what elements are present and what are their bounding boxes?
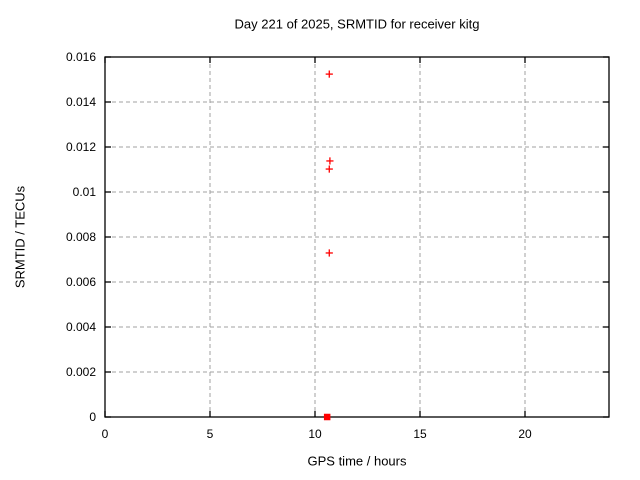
data-point-square bbox=[323, 413, 331, 421]
y-axis-label: SRMTID / TECUs bbox=[12, 185, 28, 289]
x-tick-label: 10 bbox=[308, 427, 322, 441]
y-tick-label: 0.014 bbox=[66, 95, 96, 109]
y-tick-label: 0.002 bbox=[66, 365, 96, 379]
y-tick-label: 0.006 bbox=[66, 275, 96, 289]
y-tick-label: 0.01 bbox=[73, 185, 97, 199]
y-tick-label: 0.016 bbox=[66, 50, 96, 64]
x-tick-label: 0 bbox=[102, 427, 109, 441]
x-axis-label: GPS time / hours bbox=[307, 453, 407, 469]
y-tick-label: 0.008 bbox=[66, 230, 96, 244]
y-tick-label: 0 bbox=[89, 410, 96, 424]
y-tick-label: 0.012 bbox=[66, 140, 96, 154]
x-tick-label: 20 bbox=[518, 427, 532, 441]
y-tick-label: 0.004 bbox=[66, 320, 96, 334]
x-tick-label: 15 bbox=[413, 427, 427, 441]
x-tick-label: 5 bbox=[207, 427, 214, 441]
chart-title: Day 221 of 2025, SRMTID for receiver kit… bbox=[234, 16, 480, 32]
